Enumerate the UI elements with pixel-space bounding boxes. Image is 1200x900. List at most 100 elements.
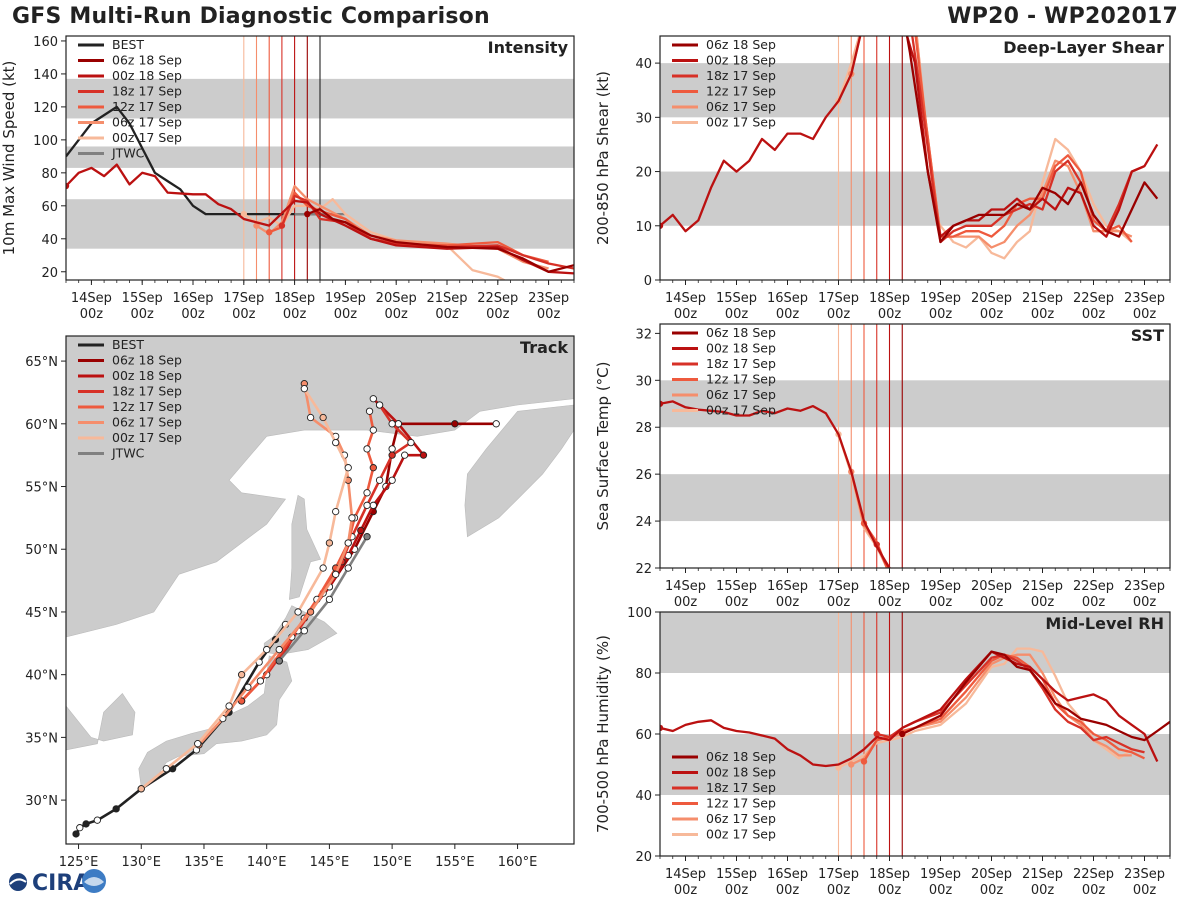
- land-mass-5: [464, 404, 574, 538]
- intensity-ytick-label: 60: [41, 200, 58, 215]
- rh-xtick-hour: 00z: [1082, 883, 1106, 898]
- rh-xtick-label: 14Sep: [665, 867, 706, 882]
- track-xtick-label: 145°E: [310, 855, 350, 870]
- track-point: [275, 657, 283, 665]
- track-point: [348, 514, 356, 522]
- track-point: [365, 407, 374, 415]
- intensity-xtick-hour: 00z: [131, 307, 155, 322]
- track-legend-label: 00z 17 Sep: [112, 430, 182, 445]
- sst-ytick-label: 30: [635, 374, 652, 389]
- rh-xtick-hour: 00z: [878, 883, 902, 898]
- track-point: [300, 627, 308, 635]
- track-point: [325, 539, 334, 547]
- rh-band-0: [660, 734, 1170, 795]
- intensity-series-run-0: [306, 207, 574, 273]
- rh-ytick-label: 60: [635, 728, 652, 743]
- track-ytick-label: 60°N: [25, 418, 58, 433]
- rh-init-point: [899, 730, 906, 738]
- track-legend-label: 00z 18 Sep: [112, 368, 182, 383]
- rh-legend-label: 00z 17 Sep: [706, 827, 776, 842]
- track-point: [363, 501, 371, 509]
- shear-ytick-label: 10: [635, 220, 652, 235]
- track-frame: [65, 335, 575, 845]
- land-mass-1: [66, 693, 136, 751]
- sst-panel: 14Sep00z15Sep00z16Sep00z17Sep00z18Sep00z…: [594, 323, 1171, 610]
- intensity-frame: [65, 35, 575, 281]
- track-xtick-label: 155°E: [435, 855, 475, 870]
- track-point: [76, 824, 84, 832]
- track-point: [369, 426, 377, 434]
- track-point: [388, 445, 396, 453]
- intensity-series-best: [66, 105, 320, 216]
- rh-ytick-label: 100: [627, 606, 652, 621]
- track-point: [369, 501, 377, 509]
- track-ytick-label: 65°N: [25, 355, 58, 370]
- sst-xtick-label: 16Sep: [767, 579, 808, 594]
- track-legend-label: 06z 17 Sep: [112, 415, 182, 430]
- rh-xtick-label: 16Sep: [767, 867, 808, 882]
- sst-xtick-label: 19Sep: [920, 579, 961, 594]
- track-point: [407, 438, 415, 447]
- track-ytick-label: 55°N: [25, 481, 58, 496]
- rh-ylabel: 700-500 hPa Humidity (%): [594, 635, 612, 833]
- rh-band-1: [660, 612, 1170, 673]
- intensity-panel: 14Sep00z15Sep00z16Sep00z17Sep00z18Sep00z…: [0, 35, 575, 322]
- track-point: [237, 671, 246, 679]
- track-point: [344, 564, 352, 572]
- track-point: [275, 645, 283, 654]
- track-point: [325, 595, 334, 604]
- track-point: [294, 608, 302, 616]
- intensity-xtick-hour: 00z: [232, 307, 256, 322]
- track-point: [82, 820, 90, 828]
- intensity-legend-label: 12z 17 Sep: [112, 99, 182, 114]
- intensity-init-point: [266, 228, 273, 236]
- track-point: [492, 420, 500, 428]
- track-legend-label: JTWC: [111, 446, 145, 461]
- intensity-series-run-1: [66, 163, 574, 275]
- shear-xtick-hour: 00z: [674, 307, 698, 322]
- track-point: [244, 683, 252, 691]
- shear-xtick-label: 18Sep: [869, 291, 910, 306]
- shear-legend-label: 18z 17 Sep: [706, 68, 776, 83]
- rh-ytick-label: 40: [635, 789, 652, 804]
- track-xtick-label: 130°E: [121, 855, 161, 870]
- intensity-legend-label: 06z 18 Sep: [112, 53, 182, 68]
- intensity-xtick-label: 14Sep: [71, 291, 112, 306]
- sst-xtick-label: 23Sep: [1124, 579, 1165, 594]
- shear-xtick-hour: 00z: [980, 307, 1004, 322]
- shear-xtick-hour: 00z: [776, 307, 800, 322]
- intensity-ytick-label: 20: [41, 266, 58, 281]
- rh-frame: [659, 611, 1171, 857]
- sst-band-0: [660, 474, 1170, 522]
- intensity-init-point: [66, 182, 70, 190]
- shear-xtick-label: 15Sep: [716, 291, 757, 306]
- rh-xtick-label: 19Sep: [920, 867, 961, 882]
- rh-xtick-hour: 00z: [776, 883, 800, 898]
- shear-init-point: [861, 17, 867, 23]
- rh-panel-title: Mid-Level RH: [1045, 614, 1164, 633]
- shear-series-run-1: [660, 36, 1159, 238]
- intensity-ylabel: 10m Max Wind Speed (kt): [0, 61, 18, 256]
- intensity-panel-title: Intensity: [488, 38, 569, 57]
- shear-legend-label: 06z 17 Sep: [706, 99, 776, 114]
- intensity-xtick-hour: 00z: [181, 307, 205, 322]
- track-point: [388, 451, 396, 459]
- rh-xtick-label: 20Sep: [971, 867, 1012, 882]
- intensity-legend-label: 06z 17 Sep: [112, 115, 182, 130]
- sst-series-run-1: [660, 400, 891, 568]
- track-point: [451, 420, 459, 428]
- intensity-init-point: [278, 222, 286, 229]
- sst-xtick-hour: 00z: [776, 595, 800, 610]
- intensity-ytick-label: 100: [33, 134, 58, 149]
- track-point: [93, 816, 102, 824]
- track-ytick-label: 45°N: [25, 606, 58, 621]
- track-point: [419, 451, 428, 459]
- rh-xtick-hour: 00z: [929, 883, 953, 898]
- intensity-plot-area: [66, 36, 574, 280]
- track-legend-label: BEST: [112, 337, 144, 352]
- shear-legend-label: 00z 17 Sep: [706, 115, 776, 130]
- shear-init-point: [899, 6, 905, 12]
- shear-xtick-hour: 00z: [725, 307, 749, 322]
- track-point: [319, 413, 327, 422]
